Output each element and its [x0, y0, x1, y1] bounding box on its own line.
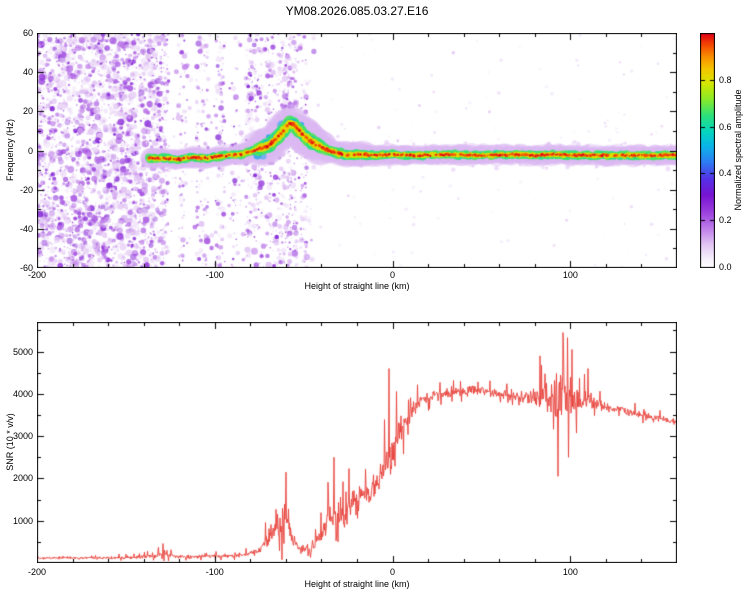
spectrogram-canvas	[37, 33, 677, 268]
colorbar-canvas	[700, 33, 715, 268]
snr-y-tick-label: 3000	[12, 431, 33, 442]
snr-x-tick-label: -200	[27, 567, 47, 577]
spectrogram-ylabel: Frequency (Hz)	[5, 118, 15, 182]
spectrogram-x-tick-label: 0	[390, 270, 396, 280]
colorbar-tick-label: 0.2	[719, 215, 732, 226]
spectrogram-x-tick-label: 100	[562, 270, 578, 280]
colorbar-tick-label: 0.4	[719, 168, 732, 179]
snr-xlabel: Height of straight line (km)	[304, 579, 410, 589]
snr-y-tick-label: 5000	[12, 346, 33, 357]
snr-x-tick-label: 100	[562, 567, 578, 577]
snr-x-tick-label: 0	[390, 567, 396, 577]
snr-y-tick-label: 4000	[12, 388, 33, 399]
spectrogram-xlabel: Height of straight line (km)	[304, 281, 410, 291]
colorbar-label: Normalized spectral amplitude	[733, 89, 743, 211]
spectrogram-y-tick-label: 40	[22, 67, 33, 78]
colorbar-tick-label: 0.8	[719, 74, 732, 85]
snr-y-tick-label: 1000	[12, 515, 33, 526]
spectrogram-x-tick-label: -100	[205, 270, 224, 280]
colorbar-tick-label: 0.0	[719, 262, 732, 272]
spectrogram-y-tick-label: -60	[19, 263, 33, 273]
figure-title: YM08.2026.085.03.27.E16	[285, 4, 429, 18]
spectrogram-y-tick-label: -40	[19, 223, 33, 234]
snr-x-tick-label: -100	[205, 567, 224, 577]
snr-canvas	[37, 322, 677, 563]
spectrogram-y-tick-label: 0	[27, 145, 33, 156]
spectrogram-y-tick-label: 60	[22, 28, 33, 38]
snr-y-tick-label: 2000	[12, 473, 33, 484]
spectrogram-y-tick-label: -20	[19, 184, 33, 195]
colorbar-tick-label: 0.6	[719, 121, 732, 132]
spectrogram-x-tick-label: -200	[27, 270, 47, 280]
spectrogram-y-tick-label: 20	[22, 106, 33, 117]
snr-ylabel: SNR (10 * v/v)	[5, 413, 15, 471]
